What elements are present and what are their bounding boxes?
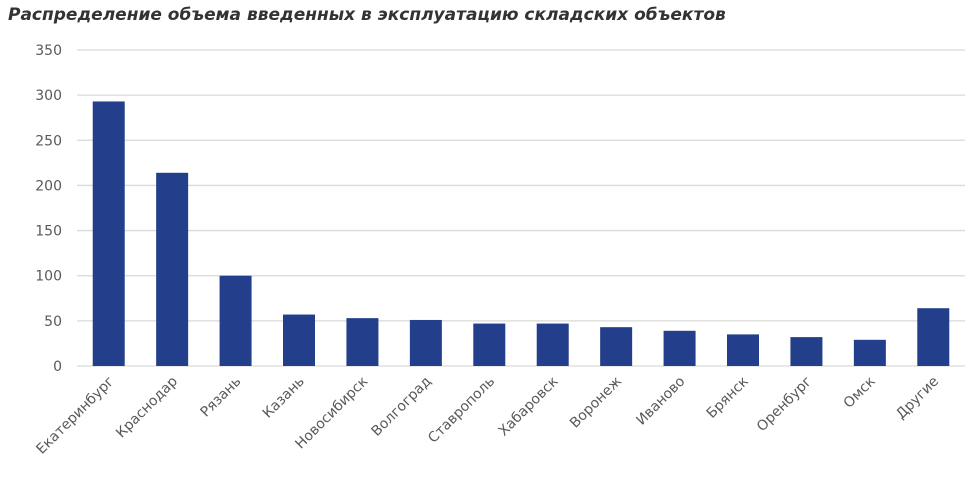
x-category-label: Омск <box>841 374 879 412</box>
x-category-label: Краснодар <box>113 373 181 441</box>
x-category-label: Ставрополь <box>425 374 498 447</box>
x-category-label: Казань <box>260 374 308 422</box>
bar <box>853 339 886 366</box>
gridlines <box>77 49 965 367</box>
y-tick-label: 100 <box>35 269 62 285</box>
bar <box>917 308 950 366</box>
x-category-label: Волгоград <box>369 374 435 440</box>
bar <box>409 319 442 366</box>
bar <box>536 323 569 366</box>
bar <box>92 101 125 366</box>
bar <box>790 337 823 366</box>
x-category-label: Иваново <box>633 374 688 429</box>
x-category-label: Хабаровск <box>496 374 562 440</box>
bar <box>473 323 506 366</box>
y-tick-label: 200 <box>35 178 62 194</box>
bar <box>219 275 252 366</box>
x-category-label: Другие <box>893 374 942 423</box>
bar <box>156 172 189 366</box>
bars <box>92 101 950 366</box>
bar <box>727 334 759 366</box>
bar <box>663 330 696 366</box>
y-tick-label: 0 <box>53 359 62 375</box>
x-category-label: Рязань <box>198 374 245 421</box>
y-tick-label: 150 <box>35 224 62 240</box>
y-tick-label: 300 <box>35 88 62 104</box>
x-category-label: Екатеринбург <box>33 374 117 458</box>
x-category-label: Оренбург <box>754 374 815 435</box>
y-tick-label: 350 <box>35 43 62 59</box>
y-tick-label: 50 <box>44 314 62 330</box>
bar <box>346 318 379 366</box>
chart-title: Распределение объема введенных в эксплуа… <box>8 5 726 25</box>
x-category-label: Брянск <box>704 374 752 422</box>
y-tick-label: 250 <box>35 133 62 149</box>
bar <box>600 327 633 366</box>
x-category-label: Воронеж <box>567 373 625 431</box>
bar <box>283 314 315 366</box>
y-axis-tick-labels: 0 50 100 150 200 250 300 350 <box>35 43 62 375</box>
